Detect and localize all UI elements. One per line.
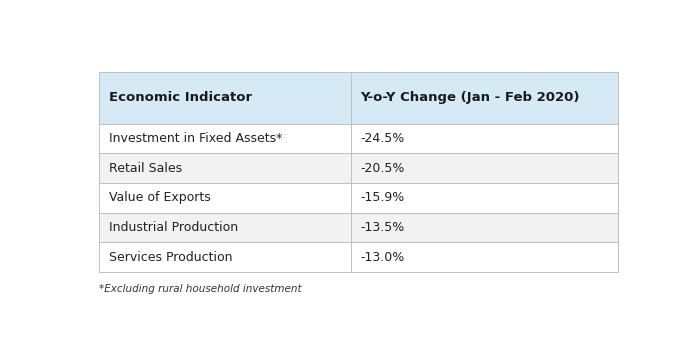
Text: -13.5%: -13.5%: [360, 221, 405, 234]
Text: Economic Indicator: Economic Indicator: [109, 91, 252, 104]
Bar: [351, 123, 618, 153]
Text: Retail Sales: Retail Sales: [109, 162, 182, 175]
Bar: [99, 212, 351, 242]
Bar: [99, 153, 351, 183]
Text: -15.9%: -15.9%: [360, 191, 405, 204]
Bar: [99, 183, 351, 212]
Text: -20.5%: -20.5%: [360, 162, 405, 175]
Text: Y-o-Y Change (Jan - Feb 2020): Y-o-Y Change (Jan - Feb 2020): [360, 91, 580, 104]
Bar: [351, 153, 618, 183]
Text: Value of Exports: Value of Exports: [109, 191, 211, 204]
Text: -13.0%: -13.0%: [360, 251, 405, 264]
Bar: [351, 242, 618, 272]
Bar: [99, 242, 351, 272]
Text: -24.5%: -24.5%: [360, 132, 405, 145]
Text: Industrial Production: Industrial Production: [109, 221, 238, 234]
Bar: [351, 72, 618, 123]
Text: Services Production: Services Production: [109, 251, 232, 264]
Bar: [351, 183, 618, 212]
Bar: [351, 212, 618, 242]
Bar: [99, 123, 351, 153]
Bar: [99, 72, 351, 123]
Text: Investment in Fixed Assets*: Investment in Fixed Assets*: [109, 132, 283, 145]
Text: *Excluding rural household investment: *Excluding rural household investment: [99, 284, 302, 293]
